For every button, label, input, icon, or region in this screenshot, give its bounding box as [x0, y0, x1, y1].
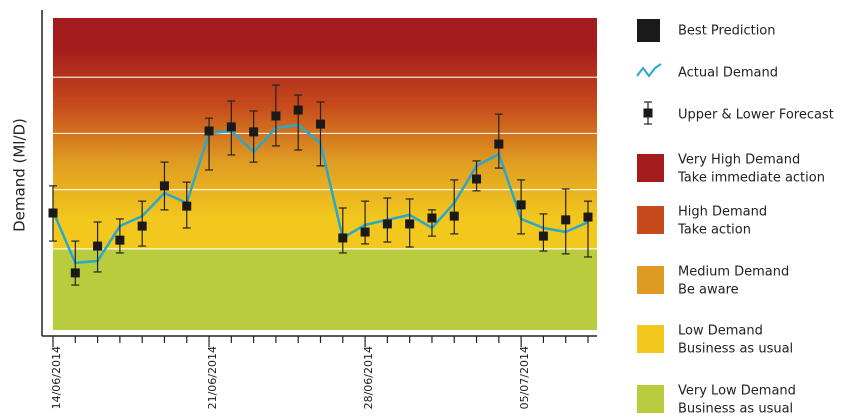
- prediction-marker: [405, 219, 415, 229]
- legend-swatch: [637, 19, 660, 42]
- prediction-marker: [93, 241, 103, 251]
- legend-label: Business as usual: [678, 402, 793, 417]
- legend-label: Best Prediction: [678, 24, 776, 39]
- legend-label: Very Low Demand: [678, 384, 796, 399]
- legend-swatch: [636, 63, 662, 78]
- legend-label: Take immediate action: [677, 171, 825, 186]
- prediction-marker: [494, 139, 504, 149]
- prediction-marker: [204, 126, 214, 136]
- x-tick-label: 14/06/2014: [50, 346, 63, 409]
- prediction-marker: [538, 231, 548, 241]
- legend-label: Actual Demand: [678, 66, 778, 81]
- prediction-marker: [316, 119, 325, 129]
- x-tick-label: 28/06/2014: [362, 346, 375, 409]
- prediction-marker: [159, 181, 169, 191]
- prediction-marker: [561, 215, 571, 225]
- prediction-marker: [226, 122, 236, 132]
- prediction-marker: [48, 208, 58, 218]
- prediction-marker: [583, 212, 593, 222]
- legend-label: High Demand: [678, 205, 767, 220]
- legend-label: Business as usual: [678, 342, 793, 357]
- legend-label: Medium Demand: [678, 265, 789, 280]
- legend-swatch: [637, 154, 664, 182]
- legend-swatch: [637, 206, 664, 234]
- prediction-marker: [137, 221, 147, 231]
- prediction-marker: [427, 213, 437, 223]
- legend-label: Upper & Lower Forecast: [678, 108, 834, 123]
- prediction-marker: [249, 127, 259, 137]
- prediction-marker: [271, 111, 281, 121]
- legend-swatch: [637, 385, 664, 413]
- y-axis-label: Demand (Ml/D): [11, 118, 29, 232]
- x-tick-label: 21/06/2014: [206, 346, 219, 409]
- prediction-marker: [70, 268, 80, 278]
- x-tick-label: 05/07/2014: [518, 346, 531, 409]
- prediction-marker: [472, 174, 482, 184]
- legend-swatch: [637, 266, 664, 294]
- legend-swatch: [637, 325, 664, 353]
- prediction-marker: [382, 219, 392, 229]
- prediction-marker: [115, 235, 125, 245]
- legend-label: Very High Demand: [678, 153, 800, 168]
- prediction-marker: [182, 201, 192, 211]
- legend-swatch: [643, 108, 653, 118]
- legend-label: Take action: [677, 223, 751, 238]
- prediction-marker: [338, 233, 348, 243]
- prediction-marker: [360, 227, 370, 237]
- band-area: [53, 248, 597, 330]
- prediction-marker: [449, 211, 459, 221]
- legend-label: Low Demand: [678, 324, 763, 339]
- prediction-marker: [293, 105, 303, 115]
- legend-label: Be aware: [678, 283, 739, 298]
- prediction-marker: [516, 200, 526, 210]
